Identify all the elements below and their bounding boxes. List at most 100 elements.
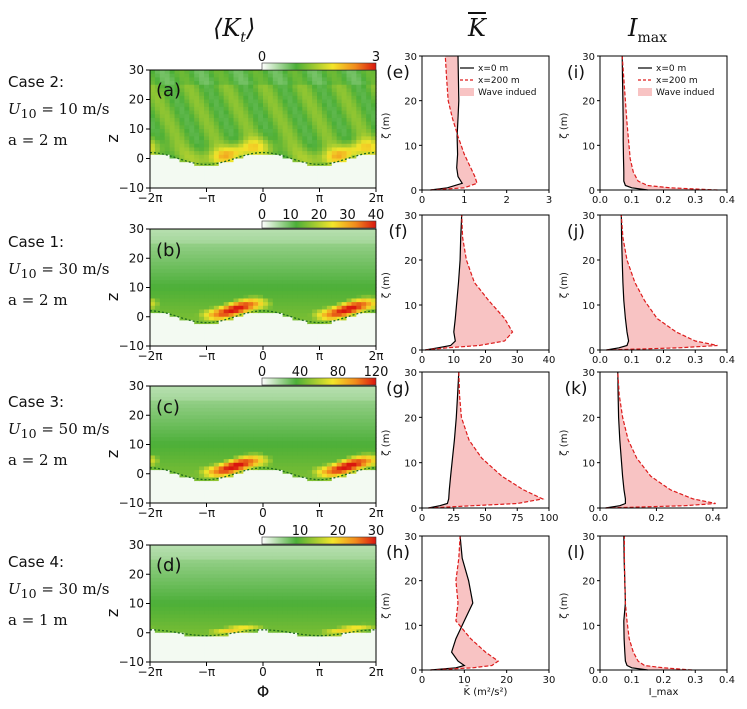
case-u10-sub: 10 <box>20 106 37 121</box>
heatmap-cell <box>331 342 338 347</box>
heatmap-cell <box>169 607 176 612</box>
heatmap-cell <box>292 125 298 130</box>
heatmap-cell <box>371 433 377 438</box>
heatmap-cell <box>356 429 362 435</box>
heatmap-cell <box>341 99 348 104</box>
heatmap-cell <box>351 499 357 504</box>
heatmap-cell <box>159 466 166 471</box>
heatmap-cell <box>233 444 240 449</box>
heatmap-cell <box>199 269 205 274</box>
heatmap-cell <box>159 287 166 292</box>
heatmap-cell <box>154 338 161 343</box>
heatmap-cell <box>263 158 269 163</box>
heatmap-cell <box>312 407 318 413</box>
heatmap-cell <box>341 232 348 237</box>
heatmap-cell <box>223 451 230 457</box>
heatmap-cell <box>228 470 235 475</box>
heatmap-cell <box>204 77 210 82</box>
heatmap-cell <box>302 269 308 274</box>
heatmap-cell <box>218 247 225 252</box>
heatmap-cell <box>164 437 171 442</box>
heatmap-cell <box>228 136 235 141</box>
heatmap-cell <box>297 84 303 90</box>
heatmap-cell <box>223 132 230 137</box>
heatmap-cell <box>356 81 362 86</box>
heatmap-cell <box>292 440 298 446</box>
heatmap-cell <box>263 338 269 343</box>
heatmap-cell <box>169 577 176 583</box>
heatmap-cell <box>366 313 372 318</box>
heatmap-cell <box>312 81 318 86</box>
heatmap-cell <box>302 404 308 409</box>
heatmap-cell <box>174 77 181 82</box>
heatmap-cell <box>189 470 195 475</box>
heatmap-cell <box>312 158 318 163</box>
heatmap-cell <box>189 396 195 402</box>
heatmap-cell <box>189 607 195 612</box>
heatmap-cell <box>321 338 328 343</box>
heatmap-cell <box>341 338 348 343</box>
heatmap-cell <box>218 418 225 424</box>
heatmap-cell <box>189 466 195 471</box>
heatmap-cell <box>287 243 294 248</box>
heatmap-cell <box>154 95 161 101</box>
heatmap-cell <box>184 265 190 270</box>
heatmap-cell <box>199 632 205 638</box>
heatmap-cell <box>159 658 166 663</box>
heatmap-cell <box>253 492 259 497</box>
heatmap-cell <box>174 400 181 405</box>
heatmap-cell <box>302 440 308 446</box>
heatmap-cell <box>228 298 235 303</box>
heatmap-cell <box>321 407 328 413</box>
heatmap-cell <box>341 386 348 391</box>
heatmap-cell <box>189 596 195 601</box>
heatmap-cell <box>208 596 215 601</box>
heatmap-cell <box>326 81 333 86</box>
heatmap-cell <box>154 121 161 126</box>
heatmap-cell <box>243 162 249 167</box>
heatmap-cell <box>341 294 348 300</box>
heatmap-cell <box>307 110 313 115</box>
heatmap-cell <box>277 459 284 464</box>
heatmap-cell <box>223 261 230 267</box>
heatmap-cell <box>213 577 220 583</box>
heatmap-cell <box>228 103 235 108</box>
heatmap-cell <box>223 455 230 460</box>
heatmap-cell <box>282 95 289 101</box>
heatmap-cell <box>189 574 195 579</box>
heatmap-cell <box>366 481 372 486</box>
heatmap-cell <box>287 239 294 245</box>
heatmap-cell <box>243 81 249 86</box>
heatmap-cell <box>287 88 294 93</box>
heatmap-cell <box>277 176 284 182</box>
heatmap-cell <box>287 459 294 464</box>
heatmap-cell <box>238 283 244 289</box>
y-tick-label: 30 <box>129 222 144 236</box>
heatmap-cell <box>287 250 294 256</box>
heatmap-cell <box>312 114 318 119</box>
heatmap-cell <box>169 563 176 568</box>
heatmap-cell <box>194 88 200 93</box>
heatmap-cell <box>287 294 294 300</box>
heatmap-cell <box>218 404 225 409</box>
heatmap-cell <box>159 154 166 160</box>
heatmap-cell <box>277 103 284 108</box>
heatmap-cell <box>223 169 230 174</box>
heatmap-cell <box>204 607 210 612</box>
case-u10-val: = 30 m/s <box>36 260 110 278</box>
heatmap-cell <box>356 158 362 163</box>
heatmap-cell <box>228 444 235 449</box>
heatmap-cell <box>213 261 220 267</box>
heatmap-cell <box>267 117 274 123</box>
heatmap-cell <box>326 73 333 78</box>
heatmap-cell <box>366 287 372 292</box>
heatmap-cell <box>248 180 254 185</box>
heatmap-cell <box>336 243 343 248</box>
heatmap-cell <box>346 125 353 130</box>
heatmap-cell <box>317 400 323 405</box>
colorbar-tick-label: 0 <box>258 365 266 380</box>
heatmap-cell <box>174 603 181 608</box>
heatmap-cell <box>371 313 377 318</box>
heatmap-cell <box>159 320 166 325</box>
heatmap-cell <box>267 173 274 178</box>
